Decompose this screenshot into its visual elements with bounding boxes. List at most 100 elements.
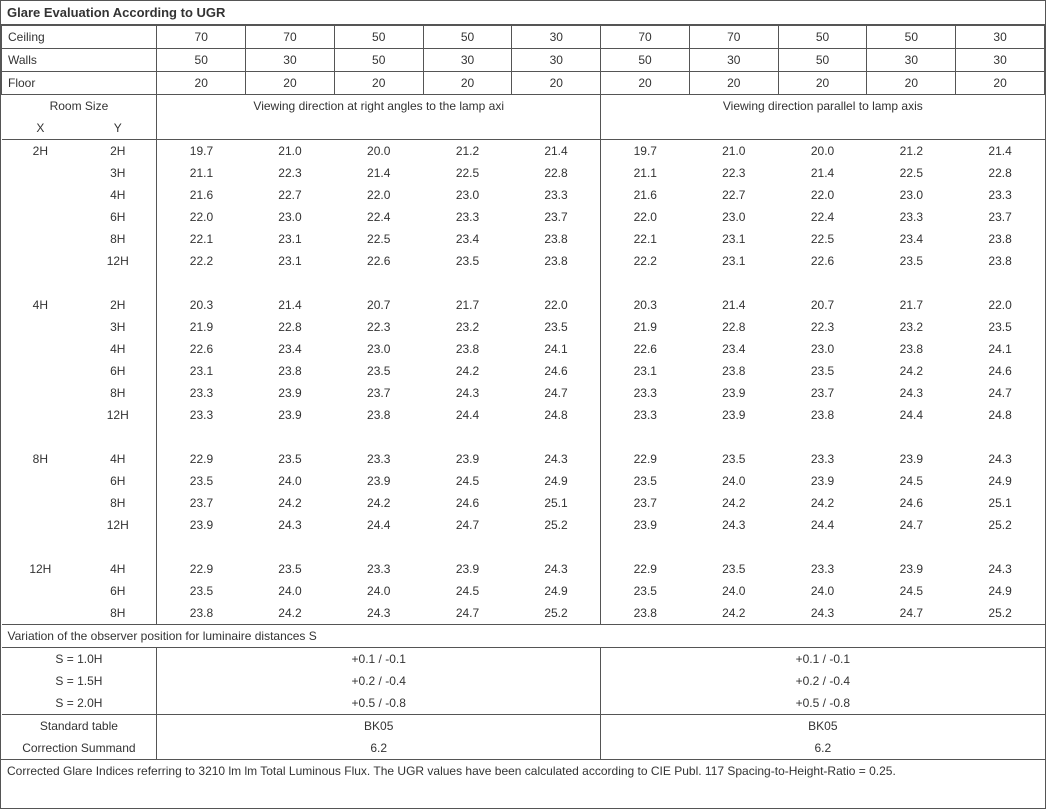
room-y: 4H <box>79 558 157 580</box>
ugr-value: 23.8 <box>689 360 778 382</box>
ugr-value: 22.6 <box>601 338 690 360</box>
variation-value: +0.5 / -0.8 <box>157 692 601 715</box>
ugr-value: 24.9 <box>512 470 601 492</box>
ugr-value: 20.3 <box>157 294 246 316</box>
room-x <box>2 580 80 602</box>
room-y: 12H <box>79 514 157 536</box>
room-x: 8H <box>2 448 80 470</box>
ugr-value: 22.7 <box>689 184 778 206</box>
ugr-value: 23.4 <box>867 228 956 250</box>
ugr-value: 23.3 <box>334 558 423 580</box>
room-x <box>2 316 80 338</box>
variation-value: +0.1 / -0.1 <box>157 648 601 671</box>
ugr-value: 22.4 <box>334 206 423 228</box>
ugr-value: 24.2 <box>778 492 867 514</box>
room-x <box>2 382 80 404</box>
room-y: 8H <box>79 382 157 404</box>
ugr-value: 23.4 <box>246 338 335 360</box>
ugr-value: 24.7 <box>867 514 956 536</box>
header-value: 30 <box>246 49 335 72</box>
ugr-value: 22.5 <box>334 228 423 250</box>
header-value: 30 <box>689 49 778 72</box>
ugr-value: 23.8 <box>512 250 601 272</box>
header-value: 30 <box>423 49 512 72</box>
viewing-direction-parallel: Viewing direction parallel to lamp axis <box>601 95 1045 118</box>
ugr-value: 24.2 <box>867 360 956 382</box>
ugr-value: 23.5 <box>334 360 423 382</box>
room-x <box>2 602 80 625</box>
ugr-value: 24.5 <box>423 470 512 492</box>
ugr-value: 22.8 <box>956 162 1045 184</box>
header-value: 20 <box>334 72 423 95</box>
ugr-value: 23.9 <box>423 558 512 580</box>
ugr-value: 24.3 <box>334 602 423 625</box>
ugr-value: 22.6 <box>157 338 246 360</box>
ugr-value: 22.1 <box>157 228 246 250</box>
ugr-value: 24.4 <box>334 514 423 536</box>
ugr-value: 23.8 <box>157 602 246 625</box>
ugr-value: 23.5 <box>246 448 335 470</box>
ugr-value: 22.0 <box>778 184 867 206</box>
header-value: 30 <box>956 26 1045 49</box>
ugr-value: 23.0 <box>334 338 423 360</box>
ugr-value: 23.3 <box>956 184 1045 206</box>
ugr-value: 20.0 <box>778 140 867 163</box>
header-value: 30 <box>512 49 601 72</box>
header-value: 20 <box>867 72 956 95</box>
ugr-value: 21.2 <box>867 140 956 163</box>
ugr-value: 21.4 <box>956 140 1045 163</box>
header-value: 50 <box>778 26 867 49</box>
ugr-value: 23.3 <box>601 382 690 404</box>
ugr-value: 25.1 <box>512 492 601 514</box>
ugr-value: 22.5 <box>867 162 956 184</box>
ugr-value: 23.8 <box>867 338 956 360</box>
ugr-value: 23.4 <box>423 228 512 250</box>
ugr-value: 23.9 <box>334 470 423 492</box>
ugr-value: 21.1 <box>601 162 690 184</box>
ugr-value: 24.7 <box>423 602 512 625</box>
ugr-value: 21.6 <box>157 184 246 206</box>
room-x <box>2 514 80 536</box>
ugr-value: 23.8 <box>778 404 867 426</box>
correction-summand-value: 6.2 <box>601 737 1045 759</box>
ugr-value: 21.9 <box>157 316 246 338</box>
ugr-value: 23.9 <box>157 514 246 536</box>
ugr-value: 24.6 <box>867 492 956 514</box>
ugr-value: 24.9 <box>956 580 1045 602</box>
ugr-value: 23.9 <box>423 448 512 470</box>
ugr-value: 24.3 <box>512 448 601 470</box>
room-x: 4H <box>2 294 80 316</box>
ugr-value: 22.0 <box>512 294 601 316</box>
ugr-value: 22.0 <box>601 206 690 228</box>
header-value: 70 <box>601 26 690 49</box>
ugr-value: 24.8 <box>956 404 1045 426</box>
ugr-value: 23.9 <box>689 382 778 404</box>
room-x <box>2 338 80 360</box>
room-y: 4H <box>79 338 157 360</box>
ugr-value: 24.3 <box>778 602 867 625</box>
ugr-value: 23.5 <box>689 558 778 580</box>
room-y: 12H <box>79 250 157 272</box>
header-label: Floor <box>2 72 157 95</box>
ugr-value: 23.8 <box>334 404 423 426</box>
ugr-value: 23.8 <box>601 602 690 625</box>
standard-table-value: BK05 <box>157 715 601 738</box>
ugr-value: 23.2 <box>867 316 956 338</box>
ugr-value: 22.5 <box>423 162 512 184</box>
ugr-value: 23.3 <box>334 448 423 470</box>
ugr-value: 24.3 <box>956 558 1045 580</box>
ugr-value: 24.3 <box>423 382 512 404</box>
ugr-value: 22.6 <box>334 250 423 272</box>
ugr-value: 23.3 <box>157 382 246 404</box>
ugr-value: 22.2 <box>601 250 690 272</box>
room-y: 2H <box>79 140 157 163</box>
header-value: 50 <box>157 49 246 72</box>
variation-value: +0.2 / -0.4 <box>157 670 601 692</box>
ugr-value: 24.0 <box>246 580 335 602</box>
header-value: 20 <box>512 72 601 95</box>
ugr-value: 21.4 <box>334 162 423 184</box>
ugr-value: 23.7 <box>956 206 1045 228</box>
ugr-value: 24.5 <box>867 580 956 602</box>
room-size-label: Room Size <box>2 95 157 118</box>
ugr-value: 23.0 <box>423 184 512 206</box>
